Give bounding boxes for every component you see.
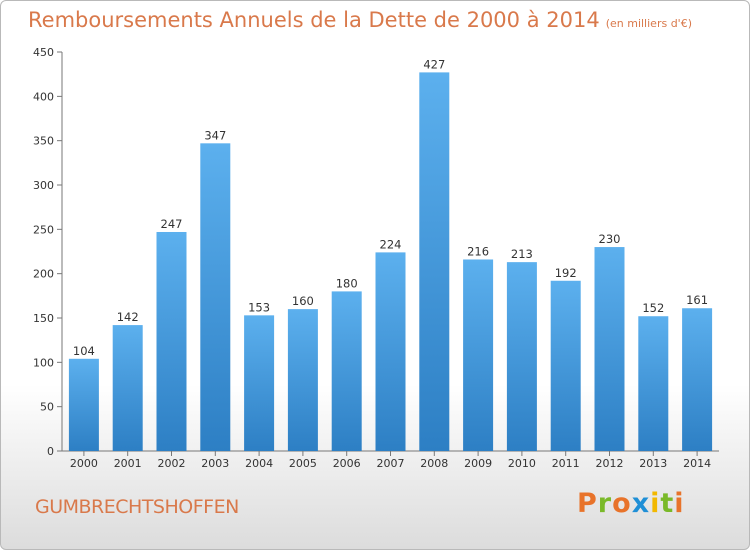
bar — [112, 325, 143, 451]
y-tick-label: 100 — [33, 356, 54, 369]
chart-axes: 0 50 100 150 200 250 300 350 400 450 2000 2001 2002 2… — [33, 46, 719, 470]
x-tick-label: 2004 — [245, 457, 273, 470]
y-tick-label: 350 — [33, 135, 54, 148]
data-label: 247 — [161, 217, 183, 231]
bar — [594, 247, 625, 451]
y-tick-label: 400 — [33, 90, 54, 103]
y-tick-label: 50 — [40, 401, 54, 414]
x-tick-label: 2001 — [114, 457, 142, 470]
bar — [200, 143, 231, 451]
y-tick-label: 150 — [33, 312, 54, 325]
data-label: 161 — [686, 293, 708, 307]
data-label: 427 — [423, 57, 445, 71]
data-label: 104 — [73, 344, 95, 358]
chart-unit: (en milliers d'€) — [605, 17, 692, 30]
x-tick-label: 2007 — [377, 457, 405, 470]
x-tick-label: 2005 — [289, 457, 317, 470]
data-label: 153 — [248, 300, 270, 314]
data-label: 180 — [336, 276, 358, 290]
data-label: 213 — [511, 247, 533, 261]
x-tick-label: 2000 — [70, 457, 98, 470]
x-tick-label: 2010 — [508, 457, 536, 470]
data-label: 142 — [117, 310, 139, 324]
chart-title-text: Remboursements Annuels de la Dette de 20… — [28, 8, 600, 32]
bar — [244, 315, 275, 451]
x-tick-label: 2003 — [201, 457, 229, 470]
x-tick-label: 2002 — [158, 457, 186, 470]
bar — [68, 358, 99, 451]
bar — [287, 309, 318, 451]
y-tick-label: 250 — [33, 223, 54, 236]
chart-bars: 104 142 247 347 153 160 180 224 427 216 213 192 230 1… — [68, 57, 713, 451]
logo-letter: t — [660, 488, 675, 519]
x-tick-label: 2009 — [464, 457, 492, 470]
proxiti-logo: Proxiti — [577, 488, 685, 519]
data-label: 192 — [555, 266, 577, 280]
y-tick-label: 200 — [33, 268, 54, 281]
bar — [550, 280, 581, 451]
bar — [682, 308, 713, 451]
logo-letter: i — [674, 488, 685, 519]
logo-letter: o — [612, 488, 632, 519]
commune-name: GUMBRECHTSHOFFEN — [35, 496, 239, 518]
data-label: 216 — [467, 244, 489, 258]
bar — [506, 262, 537, 451]
logo-letter: P — [577, 488, 598, 519]
data-label: 224 — [380, 237, 402, 251]
data-label: 152 — [642, 301, 664, 315]
bar — [156, 231, 187, 451]
bar — [638, 316, 669, 451]
chart-title: Remboursements Annuels de la Dette de 20… — [28, 8, 692, 32]
bar — [375, 252, 406, 451]
y-tick-label: 300 — [33, 179, 54, 192]
bar — [463, 259, 494, 451]
data-label: 160 — [292, 294, 314, 308]
data-label: 347 — [204, 128, 226, 142]
x-tick-label: 2013 — [639, 457, 667, 470]
y-tick-label: 450 — [33, 46, 54, 59]
x-tick-label: 2006 — [333, 457, 361, 470]
logo-letter: x — [631, 488, 651, 519]
bar — [419, 72, 450, 451]
logo-letter: r — [597, 488, 613, 519]
data-label: 230 — [599, 232, 621, 246]
x-tick-label: 2011 — [552, 457, 580, 470]
x-tick-label: 2008 — [420, 457, 448, 470]
logo-letter: i — [650, 488, 661, 519]
x-tick-label: 2012 — [596, 457, 624, 470]
y-tick-label: 0 — [47, 445, 54, 458]
bar — [331, 291, 362, 451]
x-tick-label: 2014 — [683, 457, 711, 470]
